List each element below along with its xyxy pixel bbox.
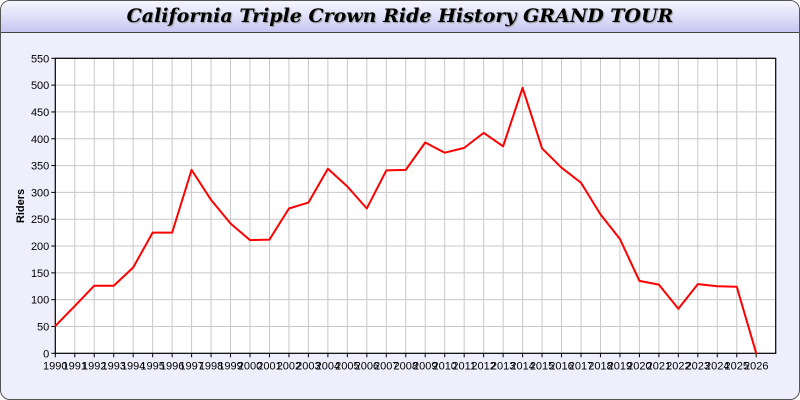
data-point xyxy=(424,141,427,144)
data-point xyxy=(619,238,621,240)
x-tick-label: 2022 xyxy=(666,360,690,372)
data-point xyxy=(190,169,193,171)
title-bar: California Triple Crown Ride History GRA… xyxy=(1,1,799,33)
data-point xyxy=(697,283,699,285)
y-tick-label: 150 xyxy=(31,268,49,280)
data-point xyxy=(229,222,232,225)
x-tick-label: 2017 xyxy=(569,360,593,372)
x-tick-label: 1999 xyxy=(218,360,242,372)
data-point xyxy=(132,266,134,269)
y-tick-label: 50 xyxy=(37,321,49,333)
y-tick-label: 100 xyxy=(31,295,49,307)
x-tick-label: 2005 xyxy=(335,360,359,372)
data-point xyxy=(73,305,76,307)
x-tick-label: 2010 xyxy=(432,360,456,372)
y-tick-label: 0 xyxy=(43,348,49,360)
data-point xyxy=(638,280,641,282)
data-point xyxy=(210,199,212,201)
x-tick-label: 1993 xyxy=(101,360,125,372)
x-tick-label: 1990 xyxy=(43,360,67,372)
x-tick-label: 2009 xyxy=(413,360,437,372)
data-point xyxy=(54,325,57,327)
data-point xyxy=(93,284,96,287)
data-point xyxy=(560,166,563,169)
x-tick-label: 2000 xyxy=(238,360,262,372)
x-tick-label: 1991 xyxy=(63,360,87,372)
data-point xyxy=(404,169,407,171)
x-tick-label: 2011 xyxy=(452,360,476,372)
x-tick-label: 2003 xyxy=(296,360,320,372)
x-tick-label: 1997 xyxy=(179,360,203,372)
x-tick-label: 1992 xyxy=(82,360,106,372)
data-point xyxy=(443,151,446,154)
plot-area xyxy=(55,58,776,354)
y-axis-label: Riders xyxy=(15,189,27,223)
x-tick-label: 2026 xyxy=(744,360,768,372)
data-point xyxy=(716,285,719,288)
x-tick-label: 2002 xyxy=(277,360,301,372)
data-point xyxy=(502,145,504,148)
data-point xyxy=(599,213,602,216)
data-point xyxy=(112,284,115,287)
data-point xyxy=(346,185,349,188)
x-tick-label: 2004 xyxy=(316,360,340,372)
data-point xyxy=(171,231,173,234)
x-tick-label: 2020 xyxy=(627,360,651,372)
x-tick-label: 1994 xyxy=(121,360,145,372)
x-tick-label: 1995 xyxy=(140,360,164,372)
y-tick-label: 400 xyxy=(31,134,49,146)
data-point xyxy=(268,238,271,241)
chart-title: California Triple Crown Ride History GRA… xyxy=(126,5,674,27)
x-tick-label: 2025 xyxy=(725,360,749,372)
x-tick-label: 2024 xyxy=(705,360,729,372)
data-point xyxy=(482,132,485,134)
y-tick-label: 550 xyxy=(31,53,49,65)
data-point xyxy=(541,147,543,150)
x-tick-label: 2007 xyxy=(374,360,398,372)
y-tick-label: 250 xyxy=(31,214,49,226)
y-tick-label: 350 xyxy=(31,161,49,173)
data-point xyxy=(463,147,465,149)
x-tick-label: 1998 xyxy=(199,360,223,372)
y-tick-label: 450 xyxy=(31,107,49,119)
data-point xyxy=(755,352,758,355)
x-tick-label: 1996 xyxy=(160,360,184,372)
data-point xyxy=(151,231,154,234)
x-tick-label: 2014 xyxy=(510,360,534,372)
data-point xyxy=(677,307,680,310)
x-tick-label: 2001 xyxy=(257,360,281,372)
x-tick-label: 2018 xyxy=(588,360,612,372)
data-point xyxy=(288,207,290,210)
x-tick-label: 2012 xyxy=(471,360,495,372)
y-tick-label: 500 xyxy=(31,80,49,92)
x-tick-label: 2013 xyxy=(491,360,515,372)
data-point xyxy=(327,167,329,170)
x-tick-label: 2015 xyxy=(530,360,554,372)
data-point xyxy=(521,87,524,89)
data-point xyxy=(307,201,310,204)
plot-border xyxy=(54,57,777,354)
x-tick-label: 2023 xyxy=(686,360,710,372)
data-point xyxy=(366,207,368,210)
x-tick-label: 2016 xyxy=(549,360,573,372)
x-tick-label: 2021 xyxy=(647,360,671,372)
x-tick-label: 2008 xyxy=(394,360,418,372)
data-point xyxy=(249,239,251,241)
data-point xyxy=(580,181,582,184)
x-tick-label: 2006 xyxy=(355,360,379,372)
x-tick-label: 2019 xyxy=(608,360,632,372)
data-point xyxy=(735,285,738,288)
y-tick-label: 300 xyxy=(31,187,49,199)
data-point xyxy=(658,283,660,286)
data-point xyxy=(385,169,388,172)
y-tick-label: 200 xyxy=(31,241,49,253)
